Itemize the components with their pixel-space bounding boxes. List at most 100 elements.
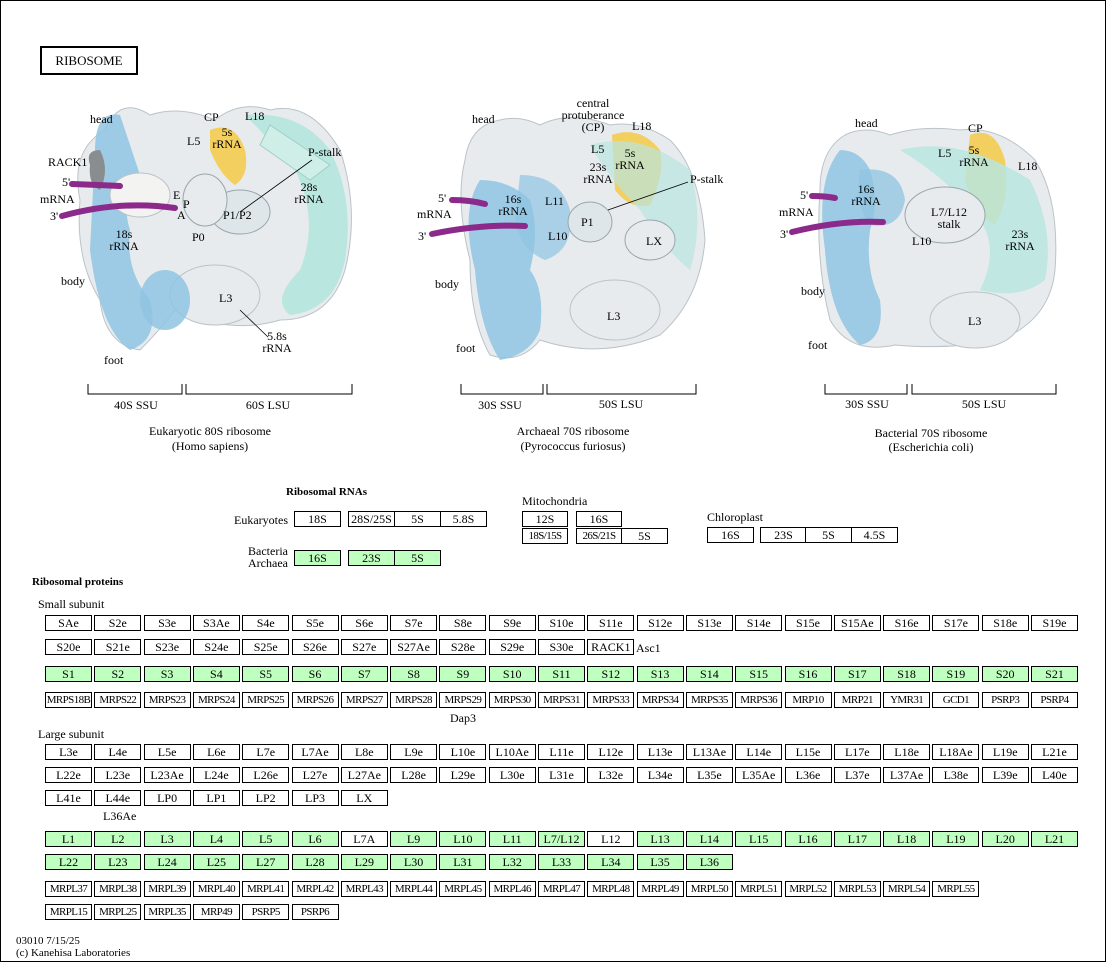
protein-small-euk-row1-s13e[interactable]: S13e bbox=[685, 615, 733, 631]
protein-large-euk-row2-l23ae[interactable]: L23Ae bbox=[143, 767, 191, 783]
protein-small-euk-row2-s21e[interactable]: S21e bbox=[94, 639, 142, 655]
rrna-euk-18s[interactable]: 18S bbox=[294, 511, 341, 527]
protein-large-mito-row1-mrpl43[interactable]: MRPL43 bbox=[340, 881, 388, 897]
protein-small-bac-s18[interactable]: S18 bbox=[883, 666, 931, 682]
protein-small-mito-psrp4[interactable]: PSRP4 bbox=[1031, 692, 1078, 708]
protein-large-bac-row1-l2[interactable]: L2 bbox=[94, 831, 142, 847]
protein-small-mito-mrp10[interactable]: MRP10 bbox=[784, 692, 832, 708]
protein-large-euk-row3-lp3[interactable]: LP3 bbox=[291, 790, 339, 806]
protein-small-mito-psrp3[interactable]: PSRP3 bbox=[981, 692, 1029, 708]
protein-small-mito-mrps25[interactable]: MRPS25 bbox=[242, 692, 290, 708]
protein-small-mito-mrp21[interactable]: MRP21 bbox=[833, 692, 881, 708]
protein-large-mito-row1-mrpl55[interactable]: MRPL55 bbox=[932, 881, 980, 897]
rrna-mito-26s-21s[interactable]: 26S/21S bbox=[576, 528, 622, 544]
protein-large-bac-row2-l23[interactable]: L23 bbox=[94, 854, 142, 870]
protein-large-bac-row2-l36[interactable]: L36 bbox=[685, 854, 733, 870]
protein-small-euk-row2-s25e[interactable]: S25e bbox=[242, 639, 290, 655]
protein-large-euk-row1-l13ae[interactable]: L13Ae bbox=[685, 744, 733, 760]
protein-large-bac-row2-l27[interactable]: L27 bbox=[242, 854, 290, 870]
protein-small-euk-row2-s23e[interactable]: S23e bbox=[143, 639, 191, 655]
protein-small-euk-row2-s28e[interactable]: S28e bbox=[439, 639, 487, 655]
protein-large-euk-row2-l36e[interactable]: L36e bbox=[784, 767, 832, 783]
protein-large-euk-row2-l24e[interactable]: L24e bbox=[192, 767, 240, 783]
protein-small-mito-mrps28[interactable]: MRPS28 bbox=[390, 692, 438, 708]
protein-large-euk-row2-l27e[interactable]: L27e bbox=[291, 767, 339, 783]
protein-large-euk-row2-l40e[interactable]: L40e bbox=[1031, 767, 1078, 783]
protein-large-mito-row1-mrpl42[interactable]: MRPL42 bbox=[291, 881, 339, 897]
protein-small-bac-s1[interactable]: S1 bbox=[45, 666, 92, 682]
protein-small-mito-mrps27[interactable]: MRPS27 bbox=[340, 692, 388, 708]
protein-large-mito-row1-mrpl51[interactable]: MRPL51 bbox=[735, 881, 783, 897]
protein-small-euk-row1-sae[interactable]: SAe bbox=[45, 615, 92, 631]
protein-large-mito-row1-mrpl46[interactable]: MRPL46 bbox=[488, 881, 536, 897]
protein-large-euk-row1-l3e[interactable]: L3e bbox=[45, 744, 92, 760]
protein-large-euk-row2-l38e[interactable]: L38e bbox=[932, 767, 980, 783]
protein-small-mito-mrps23[interactable]: MRPS23 bbox=[143, 692, 191, 708]
rrna-chloro-16s[interactable]: 16S bbox=[707, 527, 754, 543]
protein-large-mito-row1-mrpl39[interactable]: MRPL39 bbox=[143, 881, 191, 897]
protein-large-bac-row1-l21[interactable]: L21 bbox=[1031, 831, 1078, 847]
protein-large-euk-row1-l8e[interactable]: L8e bbox=[340, 744, 388, 760]
protein-small-mito-mrps36[interactable]: MRPS36 bbox=[735, 692, 783, 708]
protein-small-mito-mrps24[interactable]: MRPS24 bbox=[192, 692, 240, 708]
protein-small-mito-mrps30[interactable]: MRPS30 bbox=[488, 692, 536, 708]
protein-large-bac-row1-l4[interactable]: L4 bbox=[192, 831, 240, 847]
protein-large-mito-row2-mrp49[interactable]: MRP49 bbox=[192, 904, 240, 920]
protein-large-mito-row1-mrpl38[interactable]: MRPL38 bbox=[94, 881, 142, 897]
protein-large-euk-row2-l29e[interactable]: L29e bbox=[439, 767, 487, 783]
protein-small-euk-row1-s3ae[interactable]: S3Ae bbox=[192, 615, 240, 631]
protein-small-bac-s16[interactable]: S16 bbox=[784, 666, 832, 682]
protein-large-bac-row2-l35[interactable]: L35 bbox=[636, 854, 684, 870]
protein-large-euk-row2-l30e[interactable]: L30e bbox=[488, 767, 536, 783]
protein-large-euk-row1-l14e[interactable]: L14e bbox=[735, 744, 783, 760]
protein-large-bac-row1-l18[interactable]: L18 bbox=[883, 831, 931, 847]
protein-large-euk-row1-l9e[interactable]: L9e bbox=[390, 744, 438, 760]
protein-large-bac-row1-l12[interactable]: L12 bbox=[587, 831, 635, 847]
protein-small-bac-s5[interactable]: S5 bbox=[242, 666, 290, 682]
protein-small-bac-s17[interactable]: S17 bbox=[833, 666, 881, 682]
protein-small-mito-mrps35[interactable]: MRPS35 bbox=[685, 692, 733, 708]
protein-large-mito-row1-mrpl49[interactable]: MRPL49 bbox=[636, 881, 684, 897]
protein-large-bac-row1-l6[interactable]: L6 bbox=[291, 831, 339, 847]
protein-small-bac-s14[interactable]: S14 bbox=[685, 666, 733, 682]
protein-large-bac-row1-l9[interactable]: L9 bbox=[390, 831, 438, 847]
protein-large-euk-row1-l18ae[interactable]: L18Ae bbox=[932, 744, 980, 760]
rrna-mito-18s-15s[interactable]: 18S/15S bbox=[522, 528, 568, 544]
protein-small-euk-row2-s26e[interactable]: S26e bbox=[291, 639, 339, 655]
protein-large-bac-row1-l10[interactable]: L10 bbox=[439, 831, 487, 847]
protein-large-bac-row2-l25[interactable]: L25 bbox=[192, 854, 240, 870]
protein-large-bac-row1-l3[interactable]: L3 bbox=[143, 831, 191, 847]
protein-small-mito-mrps22[interactable]: MRPS22 bbox=[94, 692, 142, 708]
protein-large-bac-row2-l32[interactable]: L32 bbox=[488, 854, 536, 870]
protein-large-bac-row1-l15[interactable]: L15 bbox=[735, 831, 783, 847]
protein-small-euk-row1-s8e[interactable]: S8e bbox=[439, 615, 487, 631]
protein-large-mito-row1-mrpl44[interactable]: MRPL44 bbox=[390, 881, 438, 897]
protein-large-euk-row2-l23e[interactable]: L23e bbox=[94, 767, 142, 783]
protein-large-euk-row2-l35ae[interactable]: L35Ae bbox=[735, 767, 783, 783]
protein-small-euk-row2-s27e[interactable]: S27e bbox=[340, 639, 388, 655]
protein-small-bac-s19[interactable]: S19 bbox=[932, 666, 980, 682]
protein-large-euk-row1-l15e[interactable]: L15e bbox=[784, 744, 832, 760]
protein-large-euk-row2-l32e[interactable]: L32e bbox=[587, 767, 635, 783]
protein-small-euk-row1-s18e[interactable]: S18e bbox=[981, 615, 1029, 631]
protein-small-euk-row2-s20e[interactable]: S20e bbox=[45, 639, 92, 655]
protein-large-euk-row3-l41e[interactable]: L41e bbox=[45, 790, 92, 806]
protein-large-euk-row1-l11e[interactable]: L11e bbox=[538, 744, 585, 760]
protein-small-euk-row1-s4e[interactable]: S4e bbox=[242, 615, 290, 631]
protein-large-bac-row1-l16[interactable]: L16 bbox=[784, 831, 832, 847]
protein-large-euk-row1-l18e[interactable]: L18e bbox=[883, 744, 931, 760]
protein-large-euk-row2-l28e[interactable]: L28e bbox=[390, 767, 438, 783]
protein-large-mito-row1-mrpl41[interactable]: MRPL41 bbox=[242, 881, 290, 897]
protein-small-euk-row1-s15ae[interactable]: S15Ae bbox=[833, 615, 881, 631]
protein-large-mito-row2-mrpl35[interactable]: MRPL35 bbox=[143, 904, 191, 920]
protein-small-bac-s15[interactable]: S15 bbox=[735, 666, 783, 682]
protein-small-euk-row1-s10e[interactable]: S10e bbox=[538, 615, 585, 631]
rrna-bac-16s[interactable]: 16S bbox=[294, 550, 341, 566]
protein-large-mito-row1-mrpl37[interactable]: MRPL37 bbox=[45, 881, 92, 897]
protein-small-mito-mrps18b[interactable]: MRPS18B bbox=[45, 692, 92, 708]
protein-small-euk-row2-s30e[interactable]: S30e bbox=[538, 639, 585, 655]
protein-large-mito-row1-mrpl47[interactable]: MRPL47 bbox=[538, 881, 585, 897]
protein-large-bac-row2-l24[interactable]: L24 bbox=[143, 854, 191, 870]
rrna-euk-5-8s[interactable]: 5.8S bbox=[440, 511, 487, 527]
protein-large-euk-row1-l7ae[interactable]: L7Ae bbox=[291, 744, 339, 760]
